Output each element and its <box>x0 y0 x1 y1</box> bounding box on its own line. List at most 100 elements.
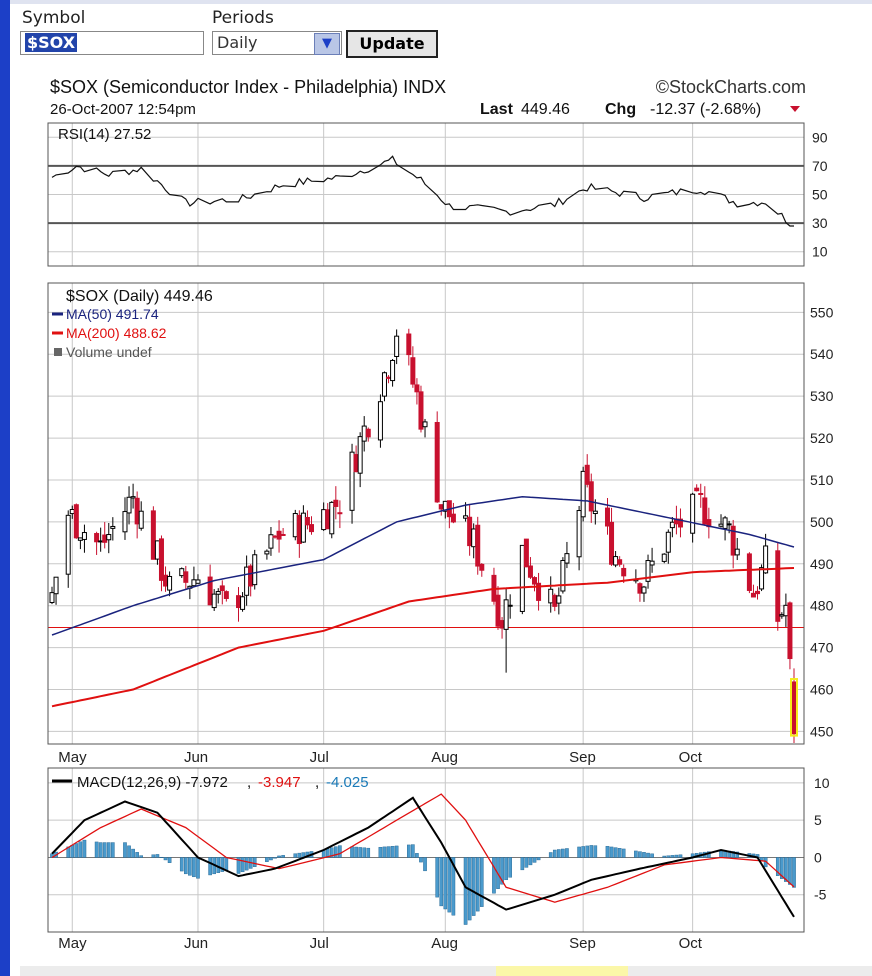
macd-tick-label: 10 <box>814 775 830 791</box>
macd-hist-bar <box>492 857 496 894</box>
candle-body <box>179 568 185 577</box>
chevron-down-icon[interactable]: ▼ <box>314 33 340 55</box>
macd-hist-bar <box>155 854 160 858</box>
candle-body <box>268 534 274 549</box>
macd-hist-bar <box>127 845 131 858</box>
candle-body <box>669 521 675 529</box>
rsi-panel <box>51 155 794 227</box>
macd-hist-bar <box>293 853 298 858</box>
candle-body <box>158 538 164 581</box>
candle-body <box>65 514 71 575</box>
candle-body <box>329 501 335 535</box>
x-tick-label: May <box>58 749 87 766</box>
candle-body <box>584 464 590 485</box>
candle-body <box>357 436 363 474</box>
candle-body <box>690 493 696 534</box>
x-tick-label: Jun <box>184 749 208 766</box>
price-tick-label: 490 <box>810 556 834 572</box>
rsi-tick-label: 90 <box>812 129 828 145</box>
price-tick-label: 530 <box>810 388 834 404</box>
candle-body <box>106 534 112 541</box>
candle-body <box>394 335 400 357</box>
x-tick-label: Jul <box>310 749 329 766</box>
macd-hist-bar <box>646 852 650 858</box>
macd-hist-bar <box>244 857 249 871</box>
ma200-line <box>51 567 795 708</box>
macd-hist-bar <box>638 851 642 858</box>
macd-hist-bar <box>236 857 241 874</box>
candle-body <box>637 583 643 594</box>
macd-hist-bar <box>78 841 83 858</box>
candle-body <box>645 560 651 582</box>
candle-body <box>495 594 501 627</box>
macd-line <box>51 796 795 918</box>
ma50-line <box>51 495 795 636</box>
macd-hist-bar <box>220 857 225 872</box>
last-candle-highlight <box>790 678 798 737</box>
chart-header: $SOX (Semiconductor Index - Philadelphia… <box>50 77 806 118</box>
macd-hist-bar <box>589 845 594 858</box>
candle-body <box>552 594 558 607</box>
candle-body <box>333 499 339 507</box>
candle-body <box>560 560 566 592</box>
macd-hist-bar <box>273 857 277 859</box>
macd-hist-bar <box>670 855 675 858</box>
candle-body <box>787 602 793 660</box>
macd-hist-bar <box>378 846 383 858</box>
candle-body <box>406 333 412 356</box>
macd-hist-bar <box>435 857 439 898</box>
macd-hist-bar <box>536 857 541 861</box>
price-tick-label: 450 <box>810 723 834 739</box>
macd-hist-bar <box>621 848 626 858</box>
candle-body <box>77 537 83 541</box>
candle-body <box>365 428 371 438</box>
candle-body <box>191 579 197 587</box>
macd-hist-bar <box>423 857 427 872</box>
candle-body <box>649 560 655 566</box>
candle-body <box>746 553 752 591</box>
candle-body <box>81 532 87 540</box>
candle-body <box>576 510 582 558</box>
macd-hist-bar <box>382 846 387 858</box>
macd-hist-bar <box>167 857 172 863</box>
macd-hist-bar <box>159 856 164 858</box>
macd-signal-line <box>51 793 795 903</box>
chg-value: -12.37 (-2.68%) <box>650 101 761 118</box>
macd-hist-bar <box>524 857 529 868</box>
price-tick-label: 510 <box>810 472 834 488</box>
price-legend: $SOX (Daily) 449.46 <box>66 288 213 305</box>
macd-hist-bar <box>605 846 610 858</box>
macd-hist-bar <box>269 857 273 861</box>
update-button[interactable]: Update <box>346 30 438 58</box>
candle-body <box>564 553 570 564</box>
candle-body <box>532 577 538 585</box>
macd-hist-bar <box>329 847 334 858</box>
rsi-tick-label: 30 <box>812 215 828 231</box>
macd-hist-bar <box>471 857 476 916</box>
chart-title: $SOX (Semiconductor Index - Philadelphia… <box>50 77 446 97</box>
symbol-input[interactable]: $SOX <box>20 31 204 55</box>
macd-hist-bar <box>674 854 679 858</box>
x-tick-label: Sep <box>569 935 596 952</box>
candle-body <box>272 535 278 538</box>
candle-body <box>130 496 136 499</box>
candle-body <box>503 599 509 630</box>
macd-legend-separator-2: , <box>315 774 319 791</box>
price-tick-label: 480 <box>810 598 834 614</box>
candle-body <box>418 391 424 430</box>
macd-hist-bar <box>390 846 395 858</box>
macd-hist-bar <box>475 857 480 912</box>
candle-body <box>783 604 789 617</box>
candle-body <box>702 497 708 525</box>
candle-body <box>150 510 156 560</box>
candle-body <box>390 359 396 382</box>
macd-hist-bar <box>784 857 788 882</box>
macd-hist-bar <box>609 846 614 858</box>
macd-legend: MACD(12,26,9) -7.972 <box>77 774 228 791</box>
candle-body <box>527 565 533 578</box>
macd-hist-bar <box>419 857 423 863</box>
macd-hist-bar <box>411 844 415 858</box>
macd-hist-bar <box>642 852 646 858</box>
candle-body <box>438 504 444 510</box>
candle-body <box>519 544 525 612</box>
